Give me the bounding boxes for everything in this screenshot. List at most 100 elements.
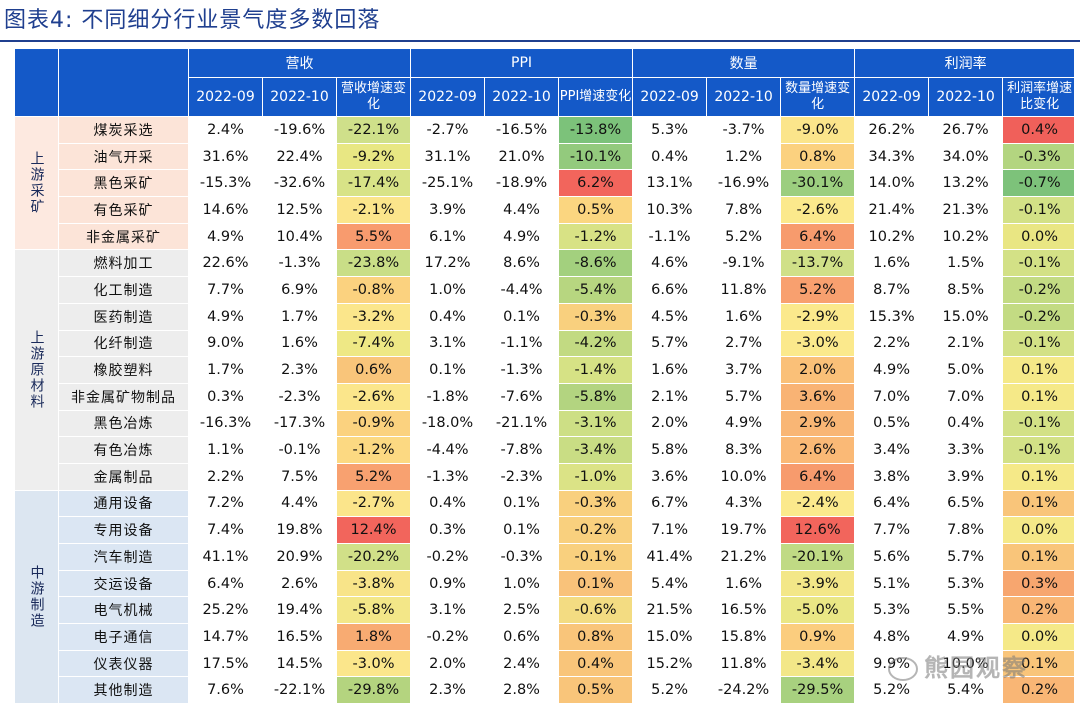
change-cell: 6.2% [558, 169, 634, 198]
value-cell: 0.4% [410, 489, 486, 518]
industry-name: 通用设备 [58, 489, 189, 518]
industry-name: 黑色冶炼 [58, 409, 189, 438]
change-cell: 6.4% [780, 462, 856, 491]
value-cell: 41.1% [188, 543, 263, 571]
table-row: 有色采矿 14.6% 12.5% -2.1% 3.9% 4.4% 0.5% 10.3% 7.8%… [15, 196, 1074, 224]
value-cell: 21.5% [632, 596, 708, 625]
table-row: 其他制造 7.6% -22.1% -29.8% 2.3% 2.8% 0.5% 5.2% -24.… [15, 676, 1074, 705]
industry-name: 电子通信 [58, 623, 189, 651]
value-cell: 3.7% [706, 356, 782, 384]
value-cell: 4.8% [854, 623, 930, 651]
change-cell: 0.0% [1002, 516, 1074, 544]
value-cell: 8.5% [928, 276, 1004, 304]
value-cell: 7.1% [632, 516, 708, 544]
change-cell: -3.2% [335, 302, 412, 331]
value-cell: 5.8% [632, 436, 708, 464]
value-cell: 5.0% [928, 356, 1004, 384]
value-cell: 21.2% [706, 543, 782, 571]
table-row: 非金属矿物制品 0.3% -2.3% -2.6% -1.8% -7.6% -5.8% 2.1%… [15, 382, 1074, 411]
industry-name: 非金属采矿 [58, 222, 189, 251]
value-cell: 2.8% [484, 676, 560, 705]
table-row: 橡胶塑料 1.7% 2.3% 0.6% 0.1% -1.3% -1.4% 1.6% 3.7% 2.… [15, 356, 1074, 384]
value-cell: 10.2% [928, 222, 1004, 251]
value-cell: 17.2% [410, 249, 486, 278]
change-cell: -0.1% [1002, 249, 1074, 278]
change-cell: -0.1% [1002, 436, 1074, 464]
change-cell: -2.7% [335, 489, 412, 518]
value-cell: 26.7% [928, 116, 1004, 144]
change-cell: 12.6% [780, 516, 856, 544]
value-cell: 6.5% [928, 489, 1004, 518]
value-cell: 3.8% [854, 462, 930, 491]
value-cell: 7.8% [928, 516, 1004, 544]
value-cell: -15.3% [188, 169, 263, 198]
header-margin: 利润率 [854, 48, 1074, 78]
change-cell: -0.1% [558, 543, 634, 571]
value-cell: 14.7% [188, 623, 263, 651]
value-cell: 31.6% [188, 142, 263, 171]
value-cell: 5.2% [632, 676, 708, 705]
value-cell: 5.2% [706, 222, 782, 251]
value-cell: 12.5% [262, 196, 337, 224]
header-col: 2022-09 [854, 77, 930, 117]
change-cell: 6.4% [780, 222, 856, 251]
change-cell: 0.8% [558, 623, 634, 651]
industry-name: 仪表仪器 [58, 649, 189, 678]
value-cell: 15.8% [706, 623, 782, 651]
industry-name: 其他制造 [58, 676, 189, 705]
change-cell: -0.2% [558, 516, 634, 544]
change-cell: -2.9% [780, 302, 856, 331]
value-cell: -7.8% [484, 436, 560, 464]
header-quantity: 数量 [632, 48, 856, 78]
table-row: 专用设备 7.4% 19.8% 12.4% 0.3% 0.1% -0.2% 7.1% 19.7%… [15, 516, 1074, 544]
change-cell: -3.0% [780, 329, 856, 358]
change-cell: -0.2% [1002, 276, 1074, 304]
industry-name: 化纤制造 [58, 329, 189, 358]
change-cell: 5.2% [780, 276, 856, 304]
change-cell: 0.1% [1002, 543, 1074, 571]
table-row: 非金属采矿 4.9% 10.4% 5.5% 6.1% 4.9% -1.2% -1.1% 5.2%… [15, 222, 1074, 251]
value-cell: 11.8% [706, 276, 782, 304]
industry-name: 有色采矿 [58, 196, 189, 224]
value-cell: 0.1% [484, 489, 560, 518]
value-cell: 2.3% [262, 356, 337, 384]
change-cell: -20.1% [780, 543, 856, 571]
value-cell: 5.5% [928, 596, 1004, 625]
change-cell: -0.2% [1002, 302, 1074, 331]
value-cell: 21.0% [484, 142, 560, 171]
table-body: 上游采矿 煤炭采选 2.4% -19.6% -22.1% -2.7% -16.5% -13.8… [14, 115, 1074, 705]
value-cell: 6.1% [410, 222, 486, 251]
industry-name: 金属制品 [58, 462, 189, 491]
value-cell: 6.7% [632, 489, 708, 518]
change-cell: -29.5% [780, 676, 856, 705]
change-cell: 0.5% [558, 676, 634, 705]
change-cell: -7.4% [335, 329, 412, 358]
change-cell: -0.3% [558, 489, 634, 518]
value-cell: 9.9% [854, 649, 930, 678]
value-cell: 5.7% [632, 329, 708, 358]
value-cell: 1.6% [854, 249, 930, 278]
value-cell: -0.2% [410, 623, 486, 651]
value-cell: 0.1% [410, 356, 486, 384]
value-cell: 31.1% [410, 142, 486, 171]
header-col: 2022-09 [410, 77, 486, 117]
change-cell: -20.2% [335, 543, 412, 571]
value-cell: 8.6% [484, 249, 560, 278]
chart-title: 图表4: 不同细分行业景气度多数回落 [4, 8, 381, 33]
header-col: 2022-09 [188, 77, 263, 117]
value-cell: 0.1% [484, 516, 560, 544]
change-cell: 5.5% [335, 222, 412, 251]
change-cell: -1.2% [335, 436, 412, 464]
value-cell: 21.4% [854, 196, 930, 224]
value-cell: 13.2% [928, 169, 1004, 198]
value-cell: -1.1% [632, 222, 708, 251]
header-col: 数量增速变化 [780, 77, 856, 117]
change-cell: 1.8% [335, 623, 412, 651]
sector-group-label: 上游采矿 [14, 115, 59, 251]
value-cell: 16.5% [262, 623, 337, 651]
value-cell: 1.6% [706, 569, 782, 598]
value-cell: 7.7% [188, 276, 263, 304]
value-cell: 4.9% [484, 222, 560, 251]
value-cell: 10.0% [706, 462, 782, 491]
value-cell: -3.7% [706, 116, 782, 144]
